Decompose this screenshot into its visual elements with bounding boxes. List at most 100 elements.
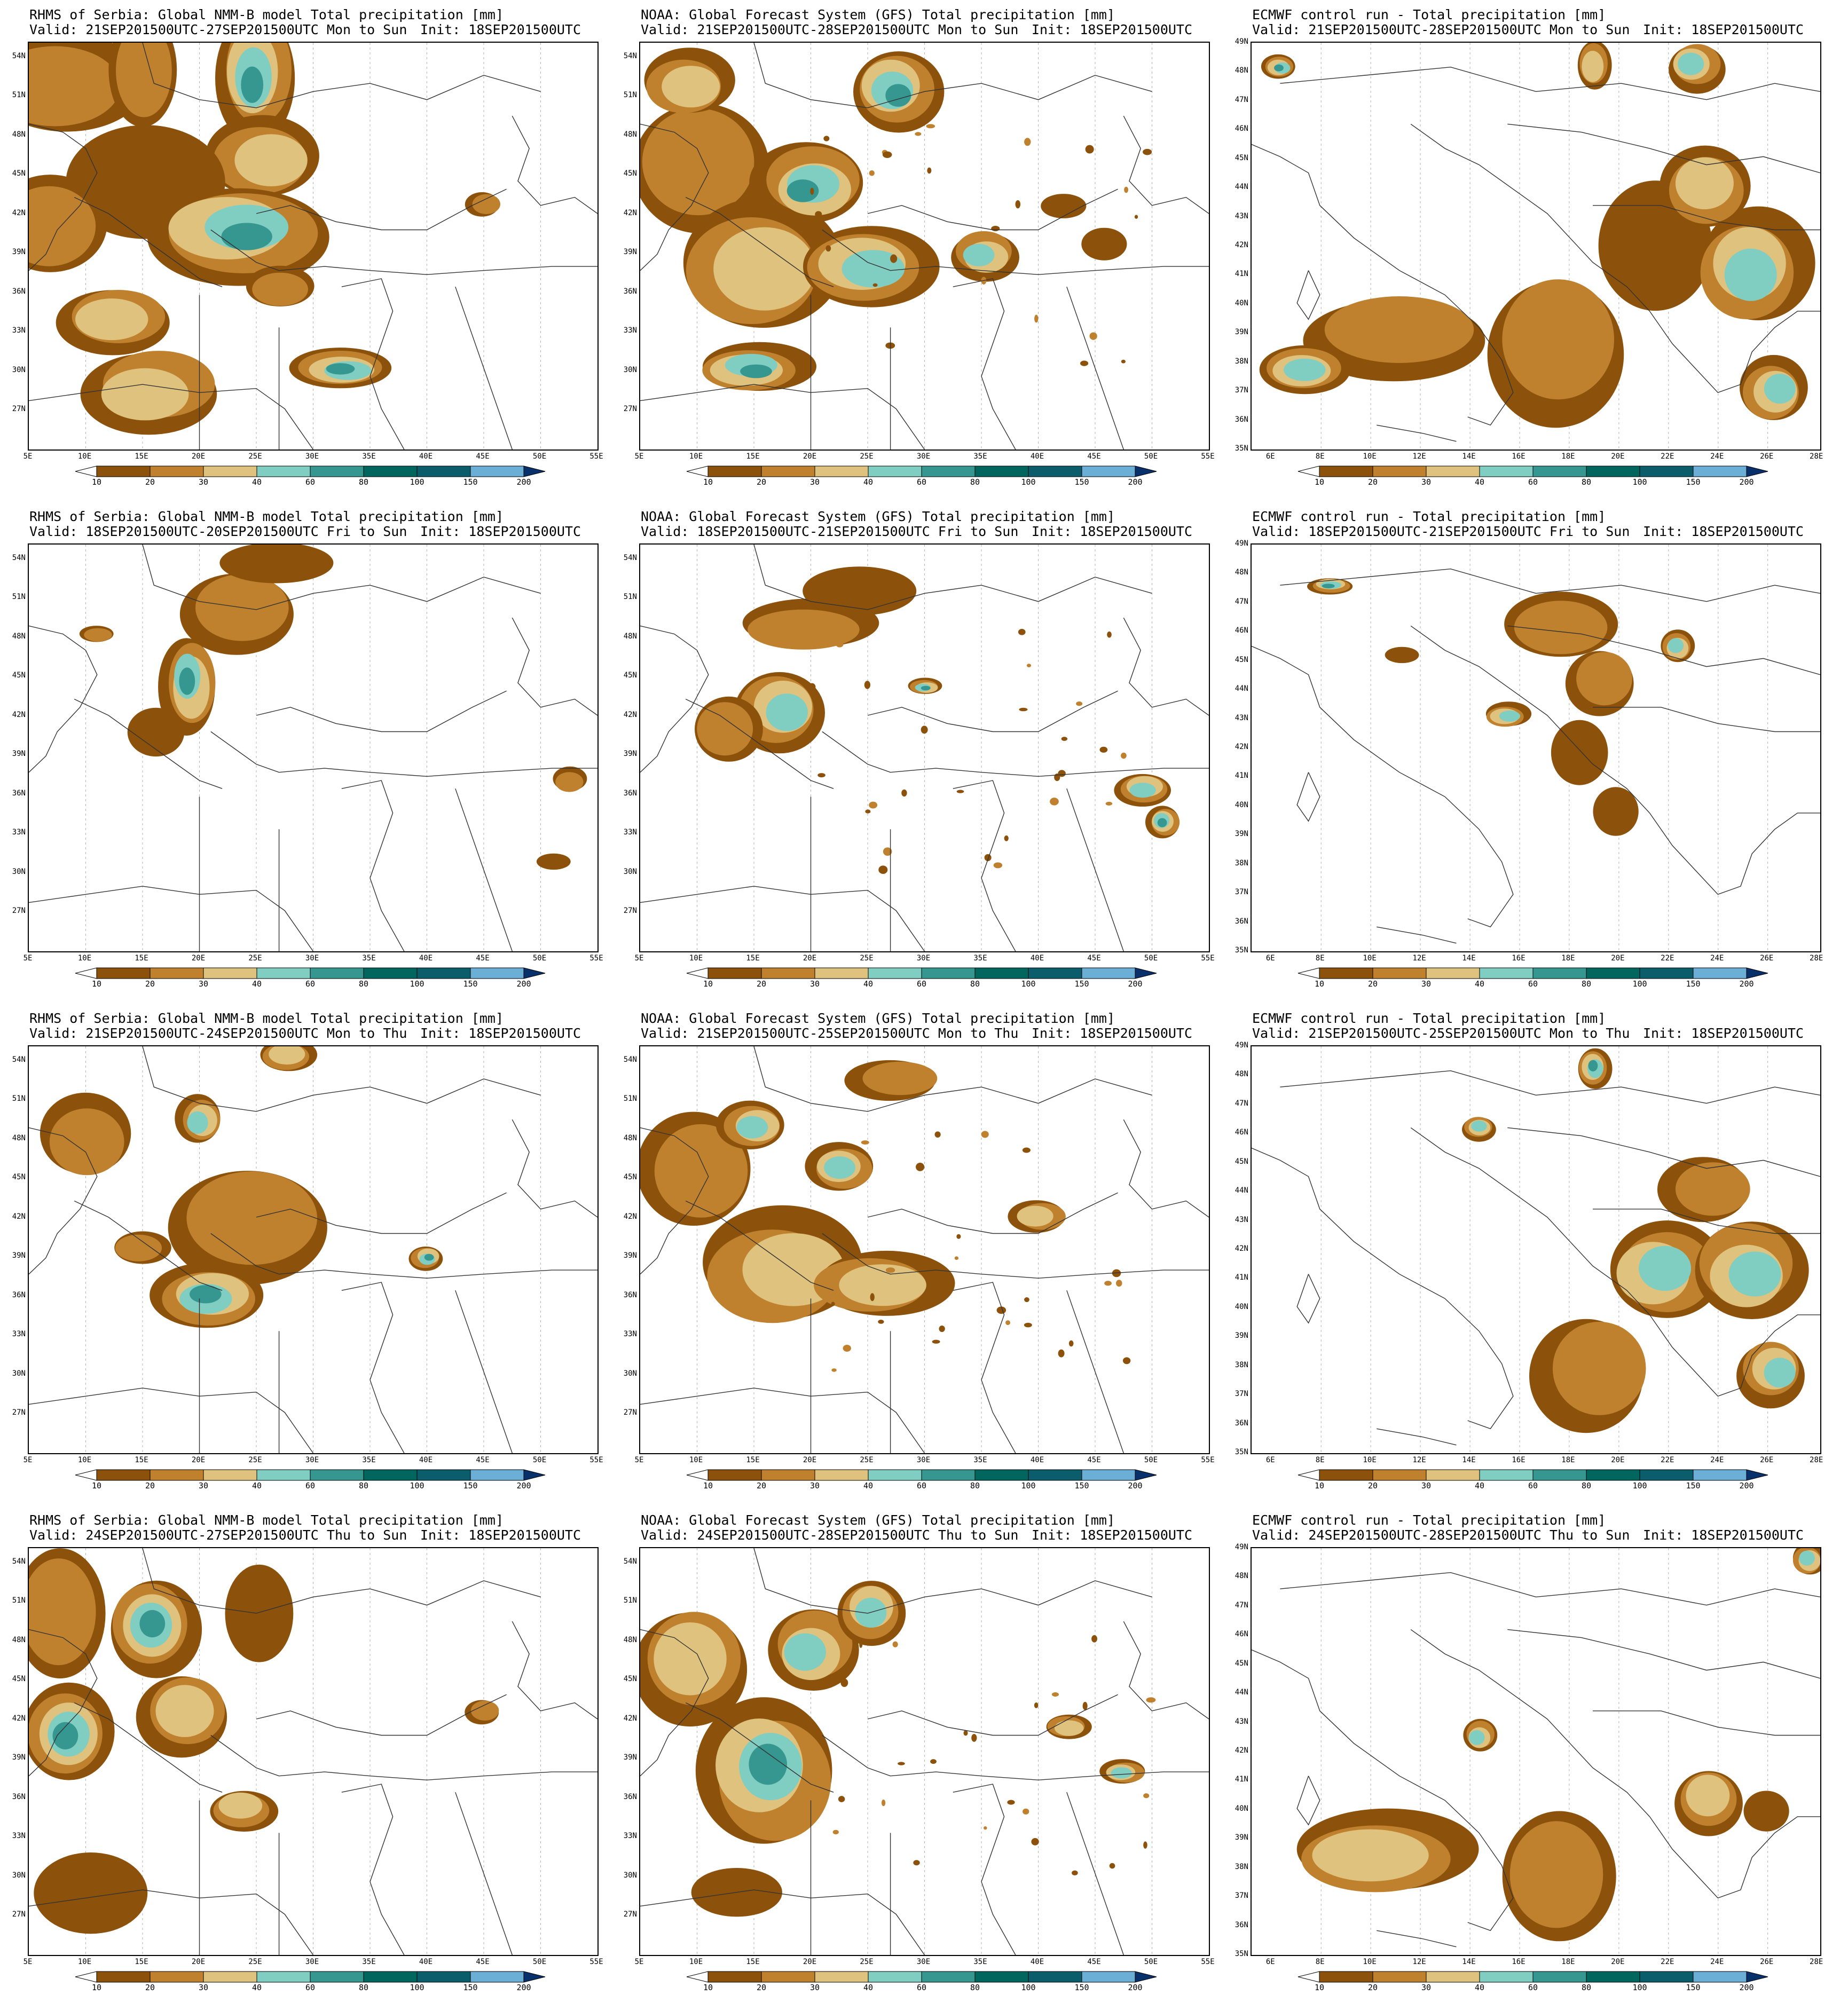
colorbar-level-label: 40 <box>863 979 874 989</box>
colorbar-level-label: 30 <box>809 1983 820 1992</box>
lon-tick-label: 10E <box>77 1456 92 1464</box>
lon-tick-label: 15E <box>135 452 148 461</box>
lat-tick-label: 35N <box>1234 946 1248 955</box>
colorbar-level-label: 30 <box>1421 1481 1432 1491</box>
coastline-border <box>953 780 1016 951</box>
colorbar-segment <box>363 1469 418 1481</box>
coastline-border <box>753 545 1152 610</box>
lat-tick-label: 43N <box>1234 713 1248 722</box>
lat-tick-label: 37N <box>1234 1891 1248 1901</box>
colorbar-level-label: 30 <box>809 1481 820 1491</box>
coastline-border <box>210 1233 597 1279</box>
coastline-border <box>822 229 1209 275</box>
coastline-border <box>640 1127 709 1275</box>
coastline-border <box>455 788 513 951</box>
lon-tick-label: 26E <box>1760 954 1774 963</box>
colorbar-level-label: 80 <box>970 1481 980 1491</box>
colorbar-level-label: 150 <box>1686 477 1701 487</box>
coastline-border <box>1123 115 1209 214</box>
colorbar-segment <box>814 967 869 979</box>
precip-cell-small <box>817 773 825 778</box>
colorbar-level-label: 100 <box>1021 979 1036 989</box>
lat-tick-label: 27N <box>12 906 26 916</box>
precip-fill <box>640 1581 1156 1917</box>
colorbar-under-arrow <box>686 1469 709 1481</box>
colorbar-level-label: 60 <box>305 1481 316 1491</box>
precip-cell-1-level-1 <box>116 43 172 117</box>
colorbar-level-label: 20 <box>756 979 767 989</box>
precip-cell-6-level-3 <box>1764 374 1796 404</box>
precip-cell-small <box>1121 359 1126 364</box>
precip-map <box>1251 42 1821 451</box>
lat-tick-label: 41N <box>1234 1775 1248 1784</box>
map-canvas <box>29 545 597 951</box>
lon-tick-label: 24E <box>1710 954 1724 963</box>
lat-tick-label: 47N <box>1234 95 1248 104</box>
colorbar-segment <box>1532 1469 1587 1481</box>
map-canvas <box>29 1046 597 1453</box>
lat-tick-label: 39N <box>1234 830 1248 839</box>
precip-cell-small <box>838 1796 845 1802</box>
precip-map <box>28 1045 599 1454</box>
precip-cell-3-level-0 <box>1743 1791 1789 1832</box>
lat-tick-label: 42N <box>12 1714 26 1723</box>
precip-fill <box>1259 43 1815 428</box>
lon-tick-label: 14E <box>1462 954 1476 963</box>
lon-tick-label: 16E <box>1512 452 1525 461</box>
precip-cell-small <box>823 136 830 141</box>
precip-cell-0-level-1 <box>1552 1321 1646 1415</box>
colorbar-level-label: 40 <box>251 979 262 989</box>
lon-tick-label: 15E <box>746 452 760 461</box>
lat-tick-label: 51N <box>623 593 637 602</box>
colorbar-segment <box>310 967 364 979</box>
lat-tick-label: 36N <box>623 1792 637 1801</box>
precip-cell-4-level-4 <box>921 685 931 691</box>
colorbar-level-label: 100 <box>1021 477 1036 487</box>
colorbar-segment <box>1372 1971 1427 1983</box>
precip-cell-small <box>984 854 992 862</box>
coastline-border <box>867 690 1118 732</box>
precip-cell-small <box>832 1829 839 1835</box>
colorbar-level-label: 10 <box>91 1983 102 1992</box>
precip-cell-3-level-1 <box>697 702 753 756</box>
panel-init-time: Init: 18SEP201500UTC <box>1032 1026 1193 1041</box>
coastline-border <box>1252 1649 1514 1931</box>
lon-tick-label: 35E <box>362 1456 376 1464</box>
panel-init-time: Init: 18SEP201500UTC <box>1643 22 1804 37</box>
precip-fill <box>40 1046 443 1328</box>
lat-tick-label: 45N <box>12 169 26 178</box>
lon-tick-label: 40E <box>419 954 433 963</box>
coastline-border <box>1296 772 1320 822</box>
colorbar-segment <box>1693 466 1747 477</box>
lat-tick-label: 48N <box>1234 1572 1248 1581</box>
lon-tick-label: 8E <box>1315 954 1325 963</box>
colorbar-segment <box>1693 1469 1747 1481</box>
precip-cell-4-level-3 <box>1469 1730 1485 1745</box>
colorbar-level-label: 100 <box>410 1983 424 1992</box>
lon-tick-label: 5E <box>23 452 33 461</box>
coastline-border <box>29 1629 98 1777</box>
coastline-border <box>256 188 507 231</box>
lon-tick-label: 12E <box>1412 1958 1426 1966</box>
colorbar-segment <box>1479 466 1534 477</box>
precip-fill <box>640 48 1152 391</box>
precip-cell-5-level-2 <box>1054 1720 1084 1736</box>
colorbar-over-arrow <box>523 466 546 477</box>
lon-tick-label: 15E <box>135 954 148 963</box>
colorbar-level-label: 20 <box>756 1983 767 1992</box>
coastline-border <box>256 1192 507 1234</box>
panel-init-time: Init: 18SEP201500UTC <box>420 1527 581 1543</box>
precip-cell-8-level-2 <box>101 368 189 421</box>
colorbar-segment <box>310 1971 364 1983</box>
precip-cell-1-level-3 <box>1284 358 1326 381</box>
panel-title: RHMS of Serbia: Global NMM-B model Total… <box>29 1011 504 1026</box>
colorbar-segment <box>921 967 976 979</box>
precip-cell-0-level-1 <box>49 1108 124 1176</box>
coastline-border <box>29 625 98 773</box>
lat-tick-label: 35N <box>1234 444 1248 453</box>
lat-tick-label: 45N <box>12 671 26 680</box>
lon-tick-label: 35E <box>973 452 987 461</box>
precip-cell-4-level-1 <box>862 1061 938 1095</box>
precip-cell-small <box>836 642 844 648</box>
coastline-border <box>1410 123 1650 312</box>
